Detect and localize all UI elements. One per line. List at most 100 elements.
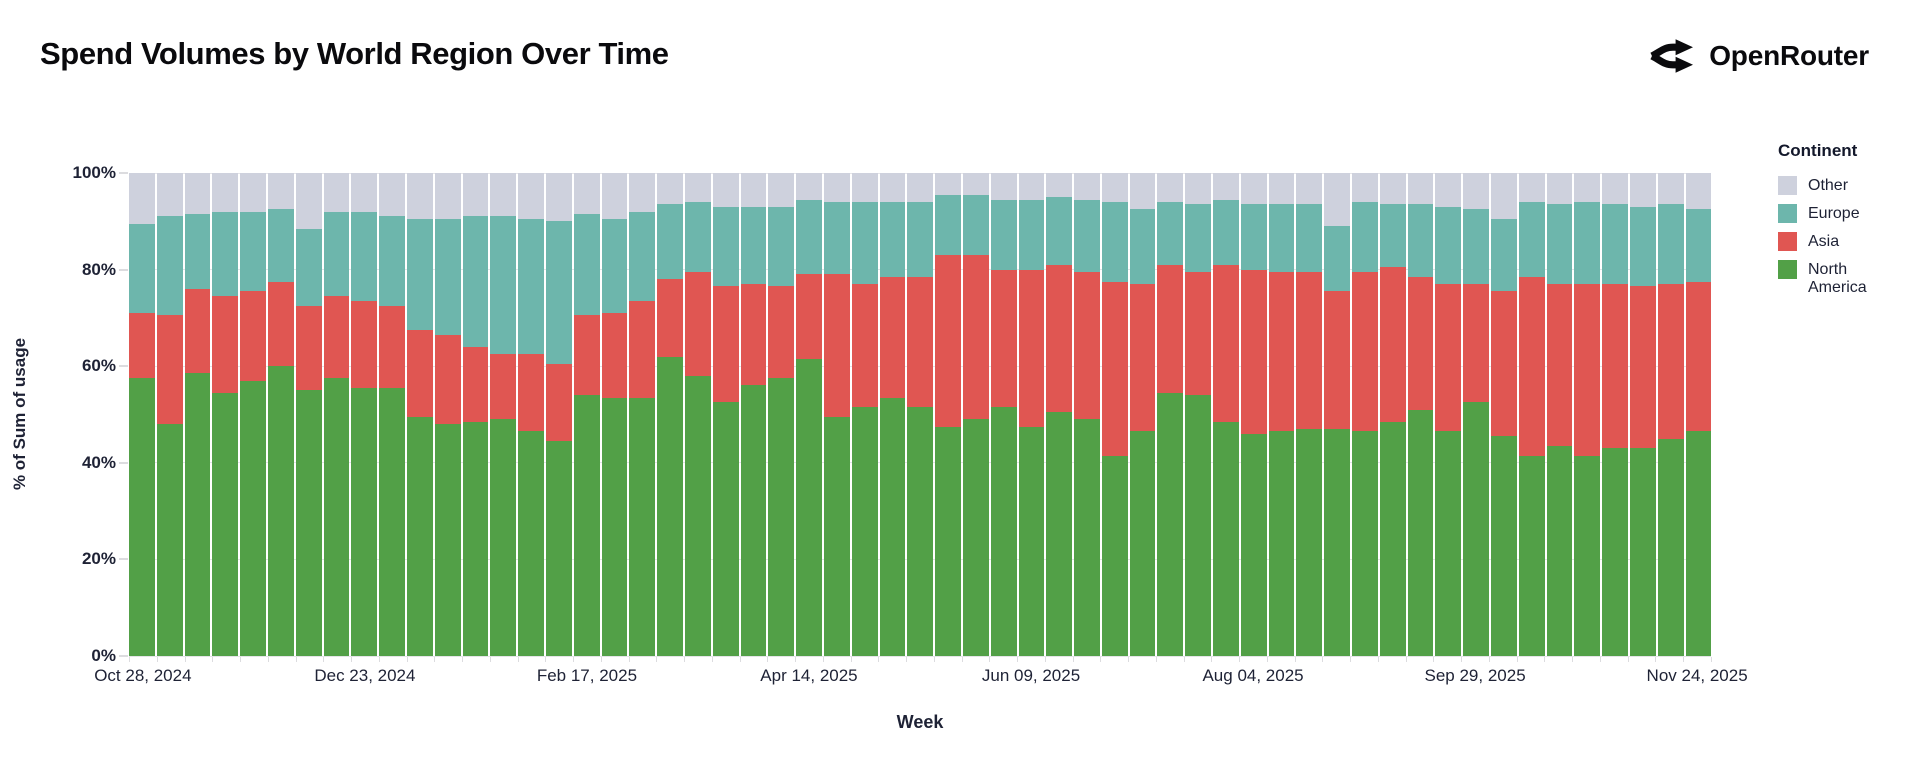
bar-segment-europe[interactable] xyxy=(768,206,795,287)
bar-segment-north-america[interactable] xyxy=(156,424,183,656)
bar-segment-other[interactable] xyxy=(240,173,266,212)
bar-segment-europe[interactable] xyxy=(1574,201,1601,285)
bar-segment-europe[interactable] xyxy=(545,221,572,364)
bar-segment-north-america[interactable] xyxy=(1157,392,1184,656)
bar-segment-north-america[interactable] xyxy=(295,390,322,656)
bar-week[interactable] xyxy=(379,173,405,656)
bar-segment-other[interactable] xyxy=(1407,173,1434,205)
bar-segment-europe[interactable] xyxy=(1435,206,1462,285)
bar-segment-other[interactable] xyxy=(1018,173,1045,200)
bar-segment-europe[interactable] xyxy=(267,209,294,282)
bar-segment-asia[interactable] xyxy=(240,291,266,381)
bar-segment-north-america[interactable] xyxy=(823,416,850,656)
bar-segment-europe[interactable] xyxy=(740,206,767,285)
bar-segment-europe[interactable] xyxy=(295,228,322,306)
bar-segment-asia[interactable] xyxy=(684,272,711,376)
bar-segment-asia[interactable] xyxy=(1324,291,1351,429)
bar-segment-north-america[interactable] xyxy=(1407,409,1434,656)
bar-segment-north-america[interactable] xyxy=(740,385,767,656)
bar-segment-asia[interactable] xyxy=(1074,272,1100,420)
bar-segment-other[interactable] xyxy=(962,173,989,195)
bar-week[interactable] xyxy=(1352,173,1378,656)
bar-segment-asia[interactable] xyxy=(129,313,155,379)
bar-segment-other[interactable] xyxy=(518,173,544,219)
bar-segment-other[interactable] xyxy=(1574,173,1601,202)
bar-segment-asia[interactable] xyxy=(1657,284,1684,439)
bar-segment-europe[interactable] xyxy=(1046,197,1073,265)
bar-segment-other[interactable] xyxy=(907,173,934,202)
bar-segment-europe[interactable] xyxy=(1268,204,1295,272)
bar-segment-north-america[interactable] xyxy=(434,424,461,656)
bar-week[interactable] xyxy=(1602,173,1629,656)
bar-segment-other[interactable] xyxy=(1046,173,1073,198)
bar-segment-europe[interactable] xyxy=(1213,199,1239,265)
bar-segment-asia[interactable] xyxy=(1602,284,1629,449)
bar-segment-asia[interactable] xyxy=(323,296,350,379)
bar-segment-other[interactable] xyxy=(1129,173,1156,210)
bar-segment-asia[interactable] xyxy=(657,279,683,357)
bar-segment-asia[interactable] xyxy=(1296,272,1323,429)
legend-item-europe[interactable]: Europe xyxy=(1778,204,1908,223)
bar-segment-other[interactable] xyxy=(601,173,628,219)
bar-segment-europe[interactable] xyxy=(156,216,183,316)
bar-segment-europe[interactable] xyxy=(1463,209,1490,285)
bar-segment-europe[interactable] xyxy=(1157,201,1184,265)
bar-segment-europe[interactable] xyxy=(796,199,822,275)
bar-segment-north-america[interactable] xyxy=(1602,448,1629,656)
bar-segment-north-america[interactable] xyxy=(1379,421,1406,656)
bar-segment-other[interactable] xyxy=(1657,173,1684,205)
bar-segment-other[interactable] xyxy=(684,173,711,202)
bar-segment-north-america[interactable] xyxy=(1352,431,1378,656)
bar-segment-europe[interactable] xyxy=(240,211,266,292)
bar-segment-north-america[interactable] xyxy=(1546,445,1573,656)
bar-segment-europe[interactable] xyxy=(518,218,544,355)
bar-segment-other[interactable] xyxy=(1268,173,1295,205)
bar-segment-other[interactable] xyxy=(1213,173,1239,200)
bar-segment-other[interactable] xyxy=(1157,173,1184,202)
bar-week[interactable] xyxy=(406,173,433,656)
bar-segment-other[interactable] xyxy=(545,173,572,222)
bar-segment-europe[interactable] xyxy=(907,201,934,277)
bar-week[interactable] xyxy=(1379,173,1406,656)
bar-segment-europe[interactable] xyxy=(935,194,961,256)
bar-week[interactable] xyxy=(907,173,934,656)
bar-segment-europe[interactable] xyxy=(1129,209,1156,285)
bar-segment-north-america[interactable] xyxy=(1240,433,1267,656)
bar-segment-asia[interactable] xyxy=(212,296,239,393)
bar-segment-north-america[interactable] xyxy=(212,392,239,656)
bar-segment-other[interactable] xyxy=(434,173,461,219)
bar-segment-other[interactable] xyxy=(823,173,850,202)
bar-segment-north-america[interactable] xyxy=(573,395,600,656)
bar-segment-other[interactable] xyxy=(1074,173,1100,200)
bar-segment-asia[interactable] xyxy=(490,354,517,420)
bar-segment-north-america[interactable] xyxy=(490,419,517,656)
bar-segment-north-america[interactable] xyxy=(629,397,656,656)
bar-segment-other[interactable] xyxy=(1491,173,1517,219)
bar-week[interactable] xyxy=(1630,173,1656,656)
bar-week[interactable] xyxy=(573,173,600,656)
bar-week[interactable] xyxy=(1296,173,1323,656)
bar-segment-europe[interactable] xyxy=(851,201,878,285)
bar-segment-asia[interactable] xyxy=(990,269,1017,408)
bar-segment-north-america[interactable] xyxy=(267,366,294,656)
bar-segment-other[interactable] xyxy=(406,173,433,219)
bar-week[interactable] xyxy=(1324,173,1351,656)
bar-segment-europe[interactable] xyxy=(1491,218,1517,292)
bar-segment-other[interactable] xyxy=(1379,173,1406,205)
bar-segment-north-america[interactable] xyxy=(684,375,711,656)
bar-segment-europe[interactable] xyxy=(490,216,517,355)
bar-segment-north-america[interactable] xyxy=(1574,455,1601,656)
bar-segment-north-america[interactable] xyxy=(1518,455,1545,656)
bar-segment-asia[interactable] xyxy=(434,334,461,425)
bar-week[interactable] xyxy=(1101,173,1128,656)
bar-segment-north-america[interactable] xyxy=(601,397,628,656)
bar-segment-asia[interactable] xyxy=(462,346,489,422)
bar-segment-asia[interactable] xyxy=(1213,264,1239,422)
bar-segment-north-america[interactable] xyxy=(1630,448,1656,656)
bar-segment-europe[interactable] xyxy=(879,201,906,277)
bar-week[interactable] xyxy=(1491,173,1517,656)
bar-segment-europe[interactable] xyxy=(212,211,239,297)
bar-week[interactable] xyxy=(1268,173,1295,656)
bar-segment-other[interactable] xyxy=(351,173,378,212)
bar-segment-other[interactable] xyxy=(1296,173,1323,205)
